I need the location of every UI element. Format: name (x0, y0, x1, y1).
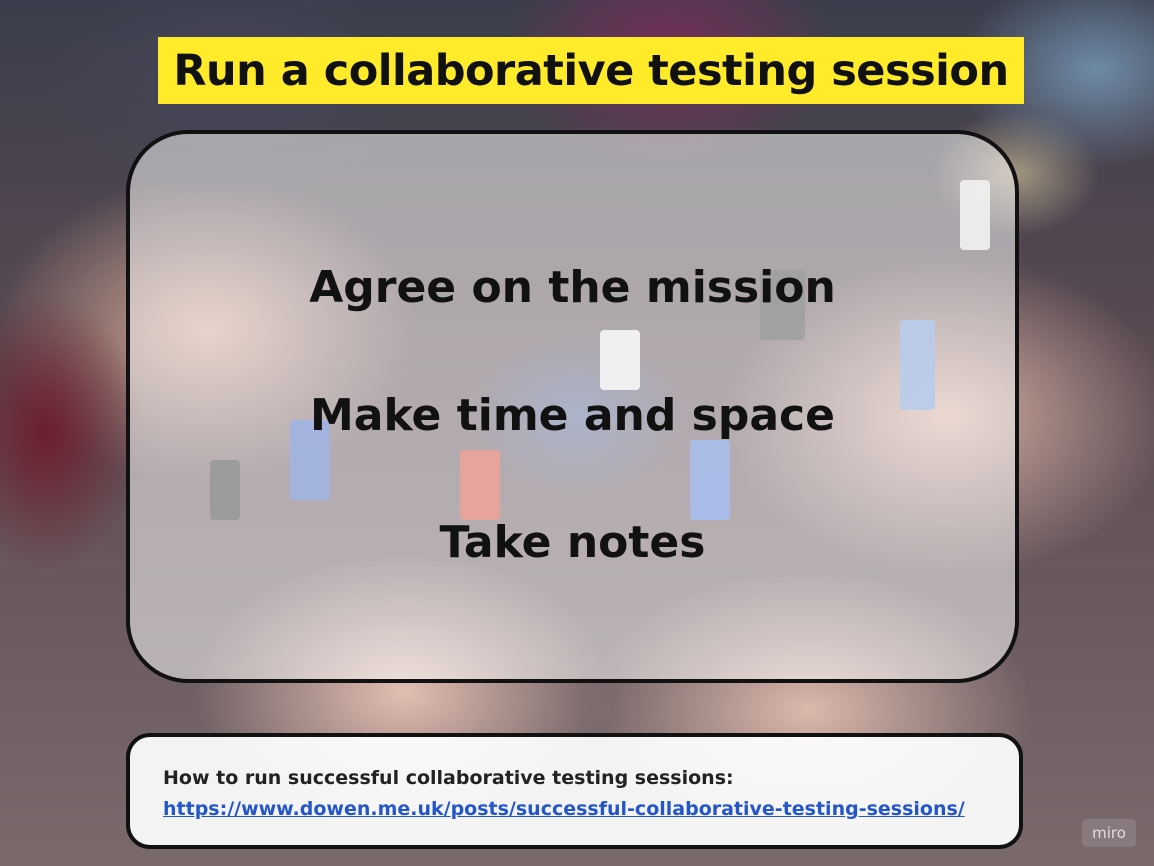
reference-link[interactable]: https://www.dowen.me.uk/posts/successful… (163, 798, 965, 820)
reference-label: How to run successful collaborative test… (163, 767, 734, 789)
reference-box: How to run successful collaborative test… (126, 733, 1023, 849)
slide-title: Run a collaborative testing session (173, 45, 1009, 96)
point-agree-mission: Agree on the mission (309, 262, 836, 313)
point-take-notes: Take notes (439, 517, 706, 568)
title-banner: Run a collaborative testing session (158, 37, 1024, 104)
point-time-space: Make time and space (310, 390, 835, 441)
miro-watermark: miro (1082, 819, 1136, 847)
key-points-panel: Agree on the mission Make time and space… (126, 130, 1019, 683)
